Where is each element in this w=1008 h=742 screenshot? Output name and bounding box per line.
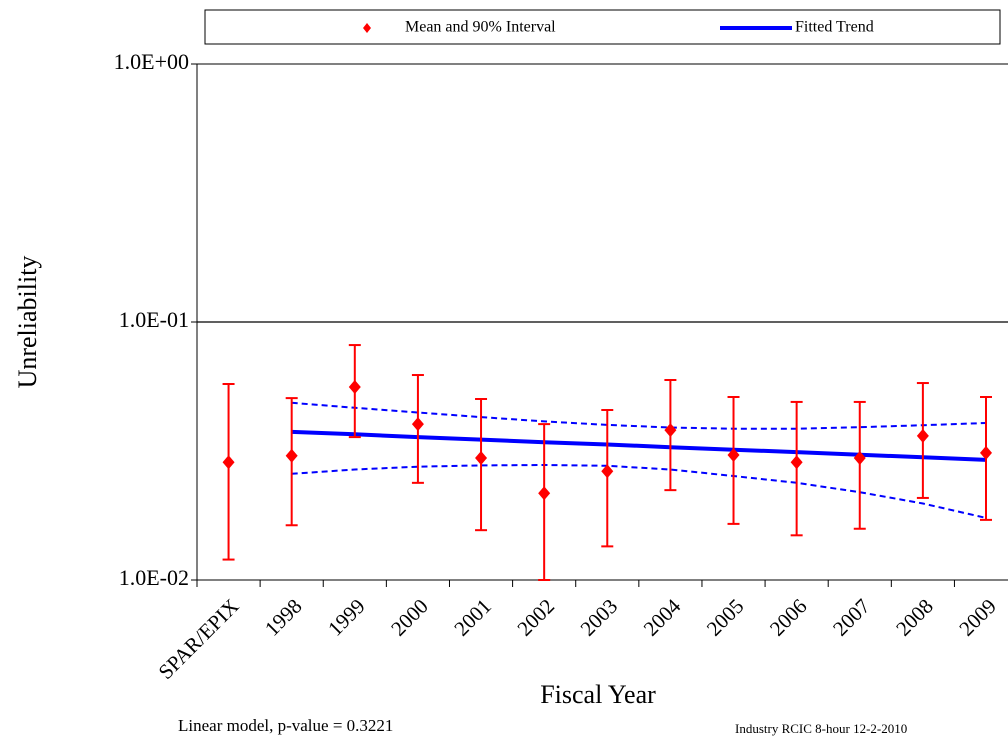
x-tick-label: 2007 [828, 594, 875, 641]
legend-label: Fitted Trend [795, 19, 874, 36]
x-axis-label: Fiscal Year [540, 680, 656, 709]
x-tick-label: 2009 [954, 594, 1001, 641]
mean-marker [916, 428, 929, 443]
confidence-band [291, 401, 987, 430]
y-tick-label: 1.0E-01 [119, 307, 189, 332]
mean-marker [475, 451, 488, 466]
x-tick-label: 2003 [576, 594, 623, 641]
annotation: Industry RCIC 8-hour 12-2-2010 [735, 721, 907, 736]
mean-marker [411, 417, 424, 432]
x-tick-label: 1999 [323, 594, 370, 641]
y-axis-label: Unreliability [13, 256, 42, 389]
mean-marker [348, 379, 361, 394]
x-tick-label: 2002 [512, 594, 559, 641]
trend-line [291, 429, 987, 462]
x-tick-label: 2006 [765, 594, 812, 641]
legend-box [204, 9, 1001, 45]
x-tick-label: 2001 [449, 594, 496, 641]
mean-marker [222, 455, 235, 470]
legend-marker [363, 23, 371, 33]
mean-marker [601, 464, 614, 479]
mean-marker [790, 455, 803, 470]
confidence-band [291, 463, 987, 519]
y-tick-label: 1.0E+00 [114, 49, 189, 74]
x-tick-label: 2008 [891, 594, 938, 641]
x-tick-label: 2000 [386, 594, 433, 641]
mean-marker [727, 448, 740, 463]
mean-marker [853, 451, 866, 466]
legend-label: Mean and 90% Interval [405, 19, 556, 36]
mean-marker [664, 423, 677, 438]
x-tick-label: 1998 [260, 594, 307, 641]
mean-marker [285, 448, 298, 463]
annotation: Linear model, p-value = 0.3221 [178, 716, 393, 735]
x-tick-label: 2004 [639, 594, 686, 641]
mean-marker [538, 486, 551, 501]
y-tick-label: 1.0E-02 [119, 565, 189, 590]
x-tick-label: SPAR/EPIX [154, 594, 244, 684]
x-tick-label: 2005 [702, 594, 749, 641]
mean-marker [980, 445, 992, 460]
